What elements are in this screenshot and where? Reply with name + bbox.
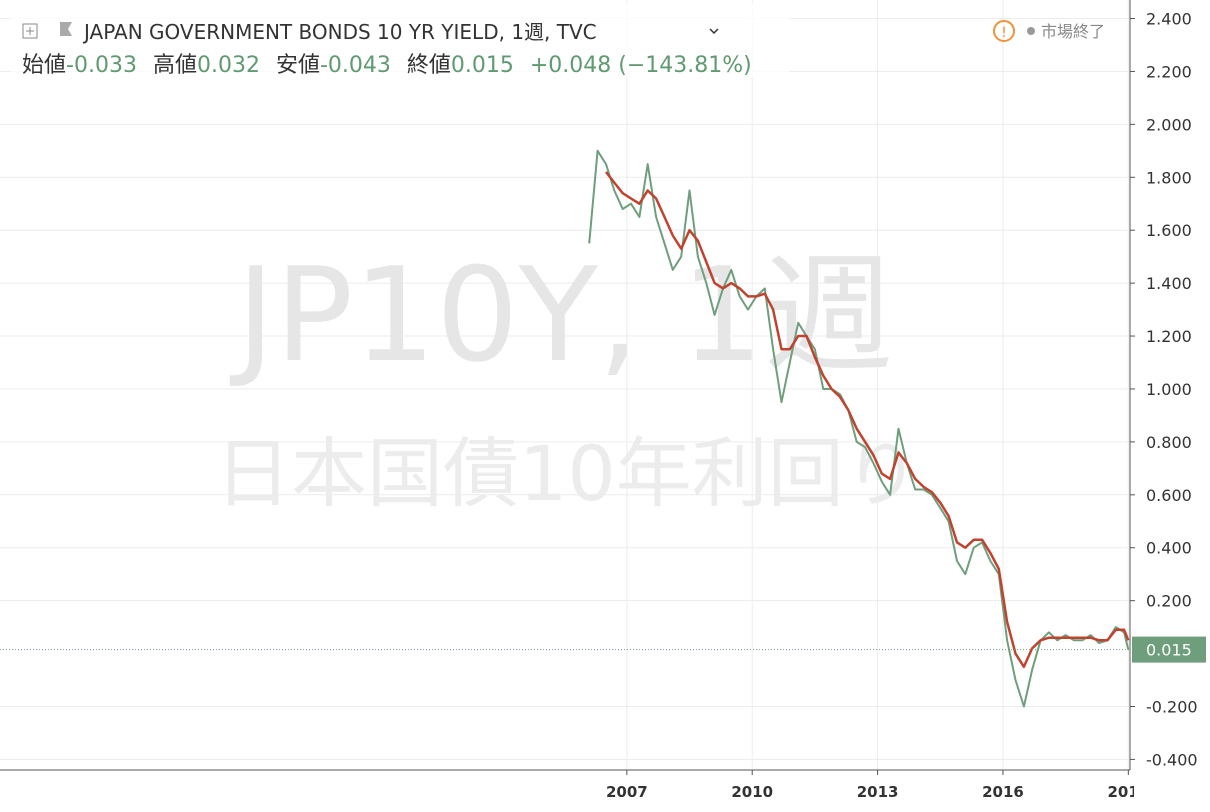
series-line xyxy=(605,171,1130,669)
y-tick-label: 0.400 xyxy=(1146,539,1192,558)
title[interactable]: JAPAN GOVERNMENT BONDS 10 YR YIELD, 1週, … xyxy=(82,20,597,44)
y-tick-label: 1.600 xyxy=(1146,221,1192,240)
y-tick-label: -0.400 xyxy=(1146,750,1198,769)
expand-icon[interactable] xyxy=(22,23,38,39)
y-tick-label: -0.200 xyxy=(1146,697,1198,716)
y-tick-label: 0.200 xyxy=(1146,592,1192,611)
expand-icon-plus xyxy=(26,27,34,35)
status: 市場終了 xyxy=(1041,22,1105,41)
watermark-group: 日本国債10年利回り xyxy=(215,429,920,518)
y-tick-label: 2.400 xyxy=(1146,10,1192,29)
header-bg xyxy=(10,3,790,78)
y-tick-label: 1.800 xyxy=(1146,168,1192,187)
last-value-label: 0.015 xyxy=(1146,641,1192,660)
flag-icon xyxy=(60,22,72,36)
x-tick-label: 2016 xyxy=(982,783,1024,801)
x-axis-labels: 2007 2010 2013 2016 2019 xyxy=(606,770,1149,801)
y-tick-label: 0.800 xyxy=(1146,433,1192,452)
alert-icon[interactable] xyxy=(993,20,1015,42)
y-tick-label: 1.200 xyxy=(1146,327,1192,346)
y-tick-label: 2.200 xyxy=(1146,62,1192,81)
x-tick-label: 2010 xyxy=(731,783,773,801)
last-value-box xyxy=(1132,636,1206,663)
y-tick-label: 0.600 xyxy=(1146,486,1192,505)
y-tick-label: 2.000 xyxy=(1146,115,1192,134)
y-tick-label: 1.000 xyxy=(1146,380,1192,399)
x-tick-label: 2007 xyxy=(606,783,648,801)
change: +0.048 (−143.81%) xyxy=(530,53,752,78)
ohlc-label: 安値 xyxy=(276,53,320,78)
dropdown-icon[interactable] xyxy=(709,28,719,35)
ohlc-text: 始値-0.033 高値0.032 安値-0.043 終値0.015 +0.048 (−1… xyxy=(22,53,752,78)
y-tick-label: 1.400 xyxy=(1146,274,1192,293)
y-axis-labels: -0.400 -0.200 0.200 0.400 0.600 0.800 1.000 1.2… xyxy=(1130,10,1198,769)
watermark-sub: 日本国債10年利回り xyxy=(215,429,920,518)
ohlc-value: 0.015 xyxy=(451,53,514,78)
x-tick-label: 2013 xyxy=(857,783,899,801)
ohlc-label: 終値 xyxy=(407,53,451,78)
alert-mark: ! xyxy=(1001,25,1007,41)
ohlc-value: 0.032 xyxy=(197,53,260,78)
ohlc: 始値-0.033 高値0.032 安値-0.043 終値0.015 +0.048 (−1… xyxy=(22,53,752,78)
watermark: JP10Y, 1週 xyxy=(230,239,894,391)
ohlc-label: 始値 xyxy=(22,53,66,78)
status-dot xyxy=(1027,27,1035,35)
ohlc-label: 高値 xyxy=(153,53,197,78)
ohlc-value: -0.033 xyxy=(66,53,137,78)
grid xyxy=(0,0,1130,770)
ohlc-value: -0.043 xyxy=(320,53,391,78)
x-tick-label: 2019 xyxy=(1107,783,1149,801)
plot xyxy=(0,149,1130,708)
